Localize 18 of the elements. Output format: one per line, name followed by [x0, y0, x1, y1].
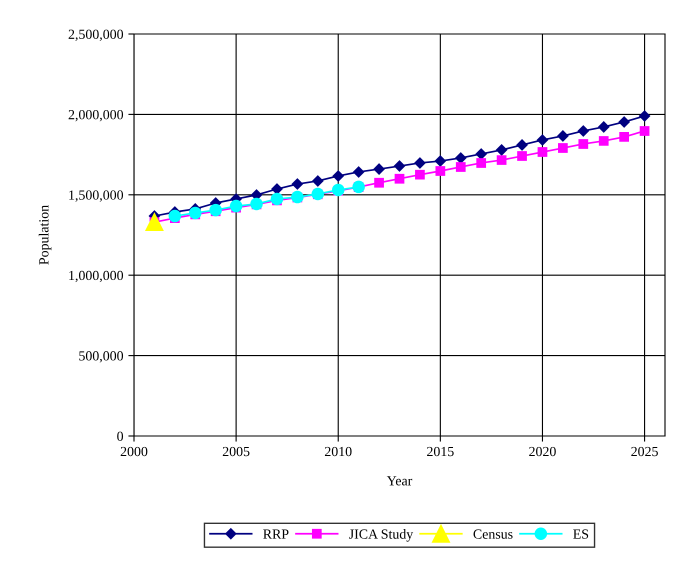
y-axis-title: Population — [38, 205, 52, 265]
y-tick-label: 2,500,000 — [68, 30, 124, 41]
legend-label: RRP — [263, 530, 288, 539]
y-tick-label: 1,500,000 — [69, 190, 124, 202]
y-tick-label: 500,000 — [79, 351, 124, 363]
legend-label: Census — [474, 529, 513, 539]
y-tick-label: 1,000,000 — [69, 270, 124, 282]
y-tick-label: 2,000,000 — [68, 110, 124, 122]
x-tick-label: 2025 — [631, 446, 658, 456]
legend-label: JICA Study — [349, 528, 414, 542]
x-axis-title: Year — [386, 476, 412, 486]
x-tick-label: 2010 — [324, 446, 352, 456]
x-tick-label: 2005 — [222, 446, 250, 456]
x-tick-label: 2000 — [120, 446, 148, 456]
legend-label: ES — [573, 529, 588, 539]
x-tick-label: 2020 — [529, 446, 556, 456]
y-tick-label: 0 — [117, 432, 124, 441]
x-tick-label: 2015 — [427, 446, 454, 456]
